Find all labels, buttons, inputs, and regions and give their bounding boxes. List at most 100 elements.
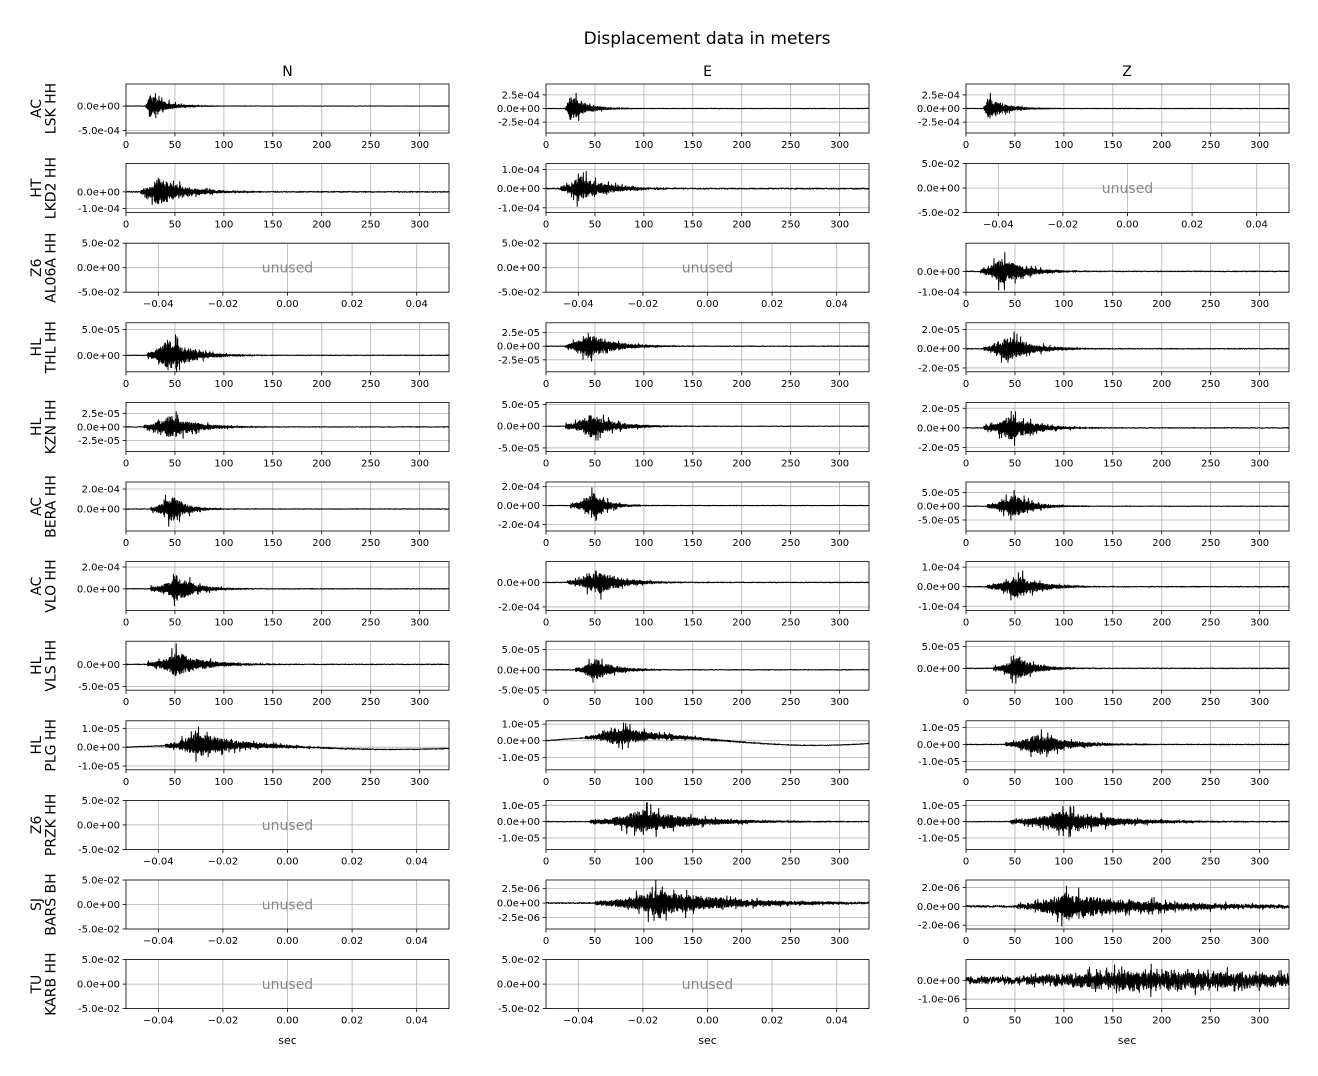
panel-ht-lkd2-hh-e: 0 50 100 150 200 250 300 1.0e-04 0.0e+00 -1.0e-04 xyxy=(497,163,870,231)
panel-ht-lkd2-hh-n: 0 50 100 150 200 250 300 0.0e+00 -1.0e-04 xyxy=(77,163,450,231)
x-tick-label: 200 xyxy=(732,856,751,867)
x-tick-label: 0 xyxy=(963,458,969,469)
y-tick-label: 0.0e+00 xyxy=(77,743,120,754)
x-tick-label: 0 xyxy=(963,936,969,947)
x-tick-label: −0.02 xyxy=(208,1016,239,1027)
x-tick-label: 50 xyxy=(169,618,182,629)
x-tick-label: 150 xyxy=(263,220,282,231)
axes-frame xyxy=(125,481,450,532)
row-label-tu-karb-hh: TUKARB HH xyxy=(29,952,60,1015)
panel-z6-przk-hh-e: 0 50 100 150 200 250 300 1.0e-05 0.0e+00 -1.0e-05 xyxy=(497,800,870,867)
x-tick-label: 0 xyxy=(123,538,129,549)
x-tick-label: 250 xyxy=(361,458,380,469)
x-tick-label: 50 xyxy=(1009,458,1022,469)
x-tick-label: 0 xyxy=(963,379,969,390)
x-tick-label: 0 xyxy=(963,856,969,867)
x-tick-label: 100 xyxy=(1054,697,1073,708)
axes-frame xyxy=(965,322,1290,373)
trace-line xyxy=(125,411,450,439)
xlabel-e: sec xyxy=(698,1034,717,1047)
y-tick-label: 0.0e+00 xyxy=(917,344,960,355)
trace-line xyxy=(125,334,450,373)
x-tick-label: −0.02 xyxy=(628,299,659,310)
trace-line xyxy=(125,177,450,205)
axes-frame xyxy=(965,163,1290,214)
x-tick-label: 200 xyxy=(732,538,751,549)
station-code: BARS BH xyxy=(44,873,60,935)
y-tick-label: 0.0e+00 xyxy=(497,817,540,828)
trace-line xyxy=(965,489,1290,521)
x-tick-label: 150 xyxy=(1103,697,1122,708)
panel-ac-vlo-hh-n: 0 50 100 150 200 250 300 2.0e-04 0.0e+00 xyxy=(77,561,450,629)
row-label-ac-lsk-hh: ACLSK HH xyxy=(29,83,60,134)
x-tick-label: 150 xyxy=(263,697,282,708)
trace-line xyxy=(545,802,870,838)
x-tick-label: 50 xyxy=(589,697,602,708)
x-tick-label: 50 xyxy=(1009,697,1022,708)
y-tick-label: 5.0e-02 xyxy=(922,159,960,170)
y-tick-label: 0.0e+00 xyxy=(917,664,960,675)
x-tick-label: 200 xyxy=(1152,458,1171,469)
x-tick-label: 200 xyxy=(732,777,751,788)
y-tick-label: 0.0e+00 xyxy=(497,578,540,589)
trace-line xyxy=(965,331,1290,363)
x-tick-label: 250 xyxy=(361,697,380,708)
x-tick-label: 250 xyxy=(781,697,800,708)
panel-ac-vlo-hh-e: 0 50 100 150 200 250 300 0.0e+00 -2.0e-04 xyxy=(497,561,870,629)
x-tick-label: 0.04 xyxy=(406,1016,428,1027)
x-tick-label: 150 xyxy=(683,379,702,390)
x-tick-label: 0 xyxy=(543,458,549,469)
trace-line xyxy=(965,885,1290,927)
x-tick-label: 250 xyxy=(781,458,800,469)
x-tick-label: 250 xyxy=(1201,618,1220,629)
x-tick-label: 100 xyxy=(1054,777,1073,788)
x-tick-label: 0.04 xyxy=(406,856,428,867)
x-tick-label: 0.04 xyxy=(826,1016,848,1027)
y-tick-label: -1.0e-04 xyxy=(498,203,540,214)
trace-line xyxy=(965,570,1290,601)
x-tick-label: 100 xyxy=(1054,538,1073,549)
x-tick-label: 300 xyxy=(830,618,849,629)
x-tick-label: 0 xyxy=(963,299,969,310)
column-title-z: Z xyxy=(1122,64,1132,80)
x-tick-label: 50 xyxy=(589,220,602,231)
x-tick-label: 300 xyxy=(410,458,429,469)
y-tick-label: -2.0e-05 xyxy=(918,443,960,454)
x-tick-label: 0 xyxy=(963,538,969,549)
y-tick-label: 0.0e+00 xyxy=(77,263,120,274)
y-tick-label: 0.0e+00 xyxy=(917,502,960,513)
x-tick-label: 100 xyxy=(634,379,653,390)
y-tick-label: -5.0e-05 xyxy=(498,443,540,454)
y-tick-label: -1.0e-05 xyxy=(918,833,960,844)
y-tick-label: -2.0e-04 xyxy=(498,520,540,531)
x-tick-label: 250 xyxy=(781,379,800,390)
panel-hl-kzn-hh-e: 0 50 100 150 200 250 300 5.0e-05 0.0e+00 -5.0e-05 xyxy=(497,400,870,469)
axes-frame xyxy=(125,163,450,214)
axes-frame xyxy=(125,720,450,771)
x-tick-label: 0.00 xyxy=(276,1016,298,1027)
panel-sj-bars-bh-n: −0.04 −0.02 0.00 0.02 0.04 5.0e-02 0.0e+00 -5.0… xyxy=(77,876,450,947)
x-tick-label: 0 xyxy=(543,856,549,867)
x-tick-label: 0.02 xyxy=(761,1016,783,1027)
panel-ac-bera-hh-e: 0 50 100 150 200 250 300 2.0e-04 0.0e+00 -2.0e-04 xyxy=(497,481,870,549)
x-tick-label: 200 xyxy=(732,458,751,469)
x-tick-label: 0.02 xyxy=(341,936,363,947)
y-tick-label: 5.0e-05 xyxy=(922,642,960,653)
y-tick-label: -5.0e-02 xyxy=(918,208,960,219)
x-tick-label: 150 xyxy=(683,538,702,549)
station-code: BERA HH xyxy=(44,475,60,538)
x-tick-label: 50 xyxy=(589,618,602,629)
y-tick-label: 0.0e+00 xyxy=(77,505,120,516)
panel-hl-plg-hh-e: 0 50 100 150 200 250 300 1.0e-05 0.0e+00 -1.0e-05 xyxy=(497,720,870,788)
x-tick-label: 250 xyxy=(1201,299,1220,310)
y-tick-label: -2.0e-04 xyxy=(498,602,540,613)
y-tick-label: -5.0e-05 xyxy=(498,686,540,697)
x-tick-label: 200 xyxy=(732,936,751,947)
x-tick-label: 50 xyxy=(589,379,602,390)
x-tick-label: 200 xyxy=(1152,299,1171,310)
trace-line xyxy=(545,879,870,923)
y-tick-label: -2.0e-06 xyxy=(918,921,960,932)
network-code: HT xyxy=(29,178,45,198)
trace-line xyxy=(545,414,870,441)
x-tick-label: −0.02 xyxy=(1048,220,1079,231)
